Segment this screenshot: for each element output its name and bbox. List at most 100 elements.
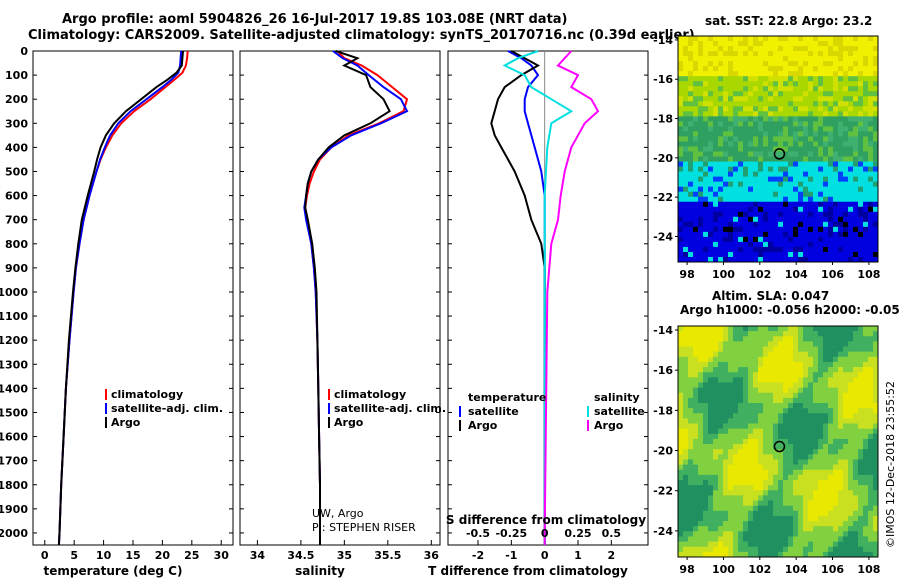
sst-map-cell — [678, 161, 684, 167]
sla-map-cell — [698, 546, 704, 553]
sst-map-cell — [783, 66, 789, 72]
sst-map-cell — [803, 201, 809, 208]
sst-map-cell — [708, 221, 714, 228]
sla-map-cell — [803, 326, 809, 332]
sla-map-cell — [818, 346, 824, 352]
sst-map-cell — [838, 166, 844, 172]
sst-map-cell — [768, 81, 774, 87]
sst-map-cell — [688, 226, 694, 233]
sla-map-cell — [763, 521, 769, 527]
sla-map-cell — [858, 551, 864, 558]
sst-map-cell — [843, 216, 849, 223]
sla-map-cell — [828, 469, 834, 476]
sst-map-cell — [743, 66, 749, 72]
s-diff-axis-label: S difference from climatology — [446, 513, 646, 527]
sla-map-cell — [793, 361, 799, 368]
sla-map-cell — [788, 418, 794, 424]
sst-map-cell — [798, 246, 804, 253]
sla-map-cell — [858, 459, 864, 465]
sst-map-cell — [748, 91, 754, 97]
sla-map-cell — [848, 336, 854, 342]
sst-map-cell — [843, 141, 849, 147]
sst-map-cell — [848, 156, 854, 162]
sst-map-cell — [723, 116, 729, 122]
sst-map-cell — [833, 106, 839, 112]
sla-map-cell — [853, 428, 859, 435]
sst-map-cell — [818, 121, 824, 127]
sst-map-cell — [703, 256, 709, 263]
sla-map-cell — [768, 480, 774, 486]
sla-map-cell — [723, 351, 729, 358]
sla-map-cell — [853, 515, 859, 522]
sst-map-cell — [718, 96, 724, 102]
sla-map-cell — [858, 515, 864, 522]
sst-map-cell — [733, 166, 739, 172]
depth-tick-label: 600 — [5, 190, 28, 203]
sst-map-cell — [788, 206, 794, 213]
sla-map-cell — [733, 413, 739, 419]
sla-map-cell — [763, 505, 769, 512]
sla-map-cell — [788, 423, 794, 429]
sst-map-cell — [788, 191, 794, 198]
sst-map-cell — [823, 46, 829, 52]
sst-map-cell — [808, 231, 814, 238]
sst-map-cell — [743, 76, 749, 82]
sla-map-cell — [823, 454, 829, 460]
sst-map-cell — [703, 76, 709, 82]
sla-map-cell — [778, 413, 784, 419]
sst-map-cell — [688, 161, 694, 167]
sst-map-cell — [853, 241, 859, 248]
sst-map-cell — [873, 56, 879, 62]
sla-map-cell — [803, 464, 809, 471]
sla-map-cell — [853, 361, 859, 368]
sla-map-cell — [718, 356, 724, 363]
sla-map-cell — [818, 444, 824, 450]
sst-map-cell — [863, 71, 869, 77]
sla-map-cell — [733, 500, 739, 506]
sst-map-cell — [718, 76, 724, 82]
sla-map-cell — [708, 413, 714, 419]
sla-map-cell — [868, 367, 874, 373]
sla-map-cell — [768, 449, 774, 455]
sst-map-cell — [688, 66, 694, 72]
sla-map-cell — [743, 464, 749, 471]
sla-map-cell — [868, 541, 874, 548]
sst-map-cell — [713, 221, 719, 228]
sst-map-cell — [733, 66, 739, 72]
sst-map-cell — [763, 166, 769, 172]
sla-map-cell — [853, 449, 859, 455]
sla-map-cell — [863, 418, 869, 424]
sst-map-cell — [763, 61, 769, 67]
sla-map-cell — [703, 418, 709, 424]
sla-map-cell — [848, 536, 854, 542]
sst-map-cell — [748, 56, 754, 62]
sst-map-cell — [818, 36, 824, 42]
sst-map-cell — [688, 191, 694, 198]
sst-map-cell — [853, 186, 859, 192]
sst-map-cell — [798, 116, 804, 122]
sla-map-cell — [873, 423, 879, 429]
sst-map-cell — [743, 141, 749, 147]
sst-map-cell — [748, 86, 754, 92]
sla-map-cell — [838, 413, 844, 419]
sla-map-cell — [788, 356, 794, 363]
sla-map-cell — [833, 515, 839, 522]
sla-map-cell — [733, 469, 739, 476]
sla-map-cell — [848, 356, 854, 363]
sla-map-cell — [688, 495, 694, 501]
sst-map-cell — [703, 176, 709, 182]
sla-map-cell — [853, 423, 859, 429]
sst-map-cell — [763, 81, 769, 87]
sst-map-cell — [738, 221, 744, 228]
sla-map-cell — [758, 438, 764, 445]
sla-map-cell — [713, 408, 719, 414]
sst-map-cell — [823, 56, 829, 62]
sst-map-cell — [873, 141, 879, 147]
sla-map-cell — [823, 505, 829, 512]
sst-map-cell — [728, 131, 734, 137]
sla-map-cell — [868, 336, 874, 342]
sla-map-cell — [853, 526, 859, 532]
sla-map-cell — [848, 444, 854, 450]
sla-map-cell — [768, 326, 774, 332]
sst-map-cell — [843, 136, 849, 142]
